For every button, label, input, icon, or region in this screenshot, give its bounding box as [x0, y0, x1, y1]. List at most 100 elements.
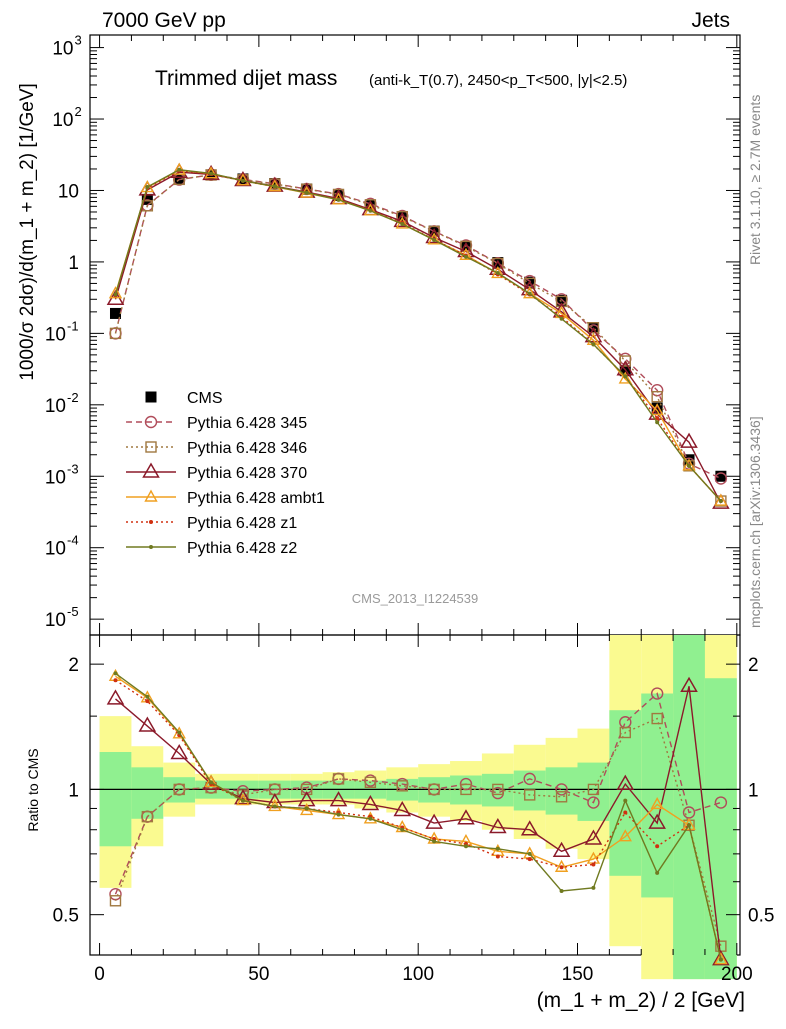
- legend-marker-sambt1: [144, 489, 158, 502]
- cms-point: [651, 402, 663, 414]
- legend-label-cms: CMS: [187, 390, 223, 407]
- ratio-point-pythia-6-428-z2: [304, 806, 309, 811]
- ratio-y-tick-label-right: 2: [748, 655, 759, 676]
- ratio-point-pythia-6-428-370: [648, 813, 666, 829]
- band-inner: [481, 773, 514, 807]
- ratio-point-pythia-6-428-ambt1: [618, 829, 632, 842]
- ratio-point-pythia-6-428-ambt1: [682, 817, 696, 830]
- ratio-point-pythia-6-428-z2: [177, 730, 182, 735]
- ratio-point-pythia-6-428-z1: [495, 854, 500, 859]
- y-tick-exponent: -1: [67, 318, 79, 333]
- ratio-point-pythia-6-428-346: [173, 783, 185, 796]
- ratio-point-pythia-6-428-345: [555, 783, 568, 796]
- ratio-point-pythia-6-428-370: [329, 791, 348, 807]
- ratio-point-pythia-6-428-346: [651, 712, 663, 725]
- ratio-point-pythia-6-428-z1: [655, 844, 660, 849]
- main-point-pythia-6-428-z2: [623, 374, 628, 379]
- ratio-line-pythia-6-428-z2: [115, 672, 722, 960]
- legend: CMS Pythia 6.428 345 Pythia 6.428 346 Pythi…: [126, 390, 325, 557]
- main-point-pythia-6-428-z2: [591, 342, 596, 347]
- main-point-pythia-6-428-z2: [432, 237, 437, 242]
- main-point-pythia-6-428-z2: [559, 316, 564, 321]
- legend-label-s345: Pythia 6.428 345: [187, 415, 307, 432]
- main-point-pythia-6-428-346: [587, 322, 600, 334]
- main-point-pythia-6-428-z2: [304, 190, 309, 195]
- cms-point: [333, 190, 345, 202]
- main-point-pythia-6-428-z2: [400, 221, 405, 226]
- ratio-point-pythia-6-428-346: [396, 780, 408, 792]
- x-tick-label: 100: [402, 964, 434, 985]
- ratio-point-pythia-6-428-z2: [368, 816, 373, 821]
- main-point-pythia-6-428-z2: [495, 270, 500, 275]
- cms-point: [556, 294, 568, 306]
- ratio-point-pythia-6-428-z1: [527, 857, 532, 862]
- ratio-y-tick-label: 2: [68, 655, 79, 676]
- ratio-point-pythia-6-428-z1: [623, 810, 628, 815]
- legend-label-sambt1: Pythia 6.428 ambt1: [187, 490, 325, 507]
- ratio-point-pythia-6-428-370: [170, 743, 189, 760]
- y-tick-exponent: -2: [67, 390, 79, 405]
- y-tick-label: 10: [52, 39, 73, 60]
- band-inner: [641, 693, 674, 898]
- ratio-point-pythia-6-428-z2: [145, 694, 150, 699]
- ratio-point-pythia-6-428-ambt1: [650, 797, 664, 810]
- main-point-pythia-6-428-z2: [145, 184, 150, 189]
- ratio-point-pythia-6-428-z2: [718, 957, 723, 962]
- main-point-pythia-6-428-z2: [463, 254, 468, 259]
- legend-marker-s346: [145, 441, 157, 453]
- energy-label: 7000 GeV pp: [102, 9, 226, 32]
- y-tick-label: 10: [58, 181, 79, 202]
- main-point-pythia-6-428-346: [651, 390, 663, 403]
- legend-label-sz1: Pythia 6.428 z1: [187, 515, 297, 532]
- main-point-pythia-6-428-z2: [113, 292, 118, 297]
- band-inner: [577, 762, 610, 821]
- ratio-point-pythia-6-428-z1: [591, 862, 596, 867]
- ratio-point-pythia-6-428-346: [619, 726, 631, 739]
- ratio-point-pythia-6-428-370: [106, 689, 125, 705]
- ratio-point-pythia-6-428-370: [393, 800, 412, 817]
- main-point-pythia-6-428-ambt1: [682, 458, 696, 471]
- main-point-pythia-6-428-370: [584, 327, 603, 343]
- y-tick-exponent: -5: [67, 604, 79, 619]
- ratio-point-pythia-6-428-370: [552, 841, 571, 858]
- ratio-point-pythia-6-428-z2: [655, 870, 660, 875]
- main-point-pythia-6-428-z2: [655, 420, 660, 425]
- y-tick-label: 10: [45, 467, 66, 488]
- main-point-pythia-6-428-ambt1: [650, 403, 664, 416]
- ratio-point-pythia-6-428-346: [300, 783, 313, 796]
- ratio-y-tick-label: 1: [68, 780, 79, 801]
- main-point-pythia-6-428-z2: [177, 167, 182, 172]
- main-point-pythia-6-428-345: [714, 472, 728, 485]
- ratio-point-pythia-6-428-346: [109, 895, 122, 907]
- y-tick-label: 10: [45, 539, 66, 560]
- ratio-point-pythia-6-428-346: [587, 783, 600, 796]
- ratio-point-pythia-6-428-370: [234, 789, 252, 805]
- ratio-point-pythia-6-428-370: [361, 794, 380, 811]
- main-point-pythia-6-428-z2: [368, 208, 373, 213]
- main-point-pythia-6-428-ambt1: [172, 162, 186, 175]
- y-tick-label: 1: [68, 253, 79, 274]
- ratio-point-pythia-6-428-z2: [591, 885, 596, 890]
- ratio-point-pythia-6-428-345: [523, 772, 536, 786]
- y-tick-label: 10: [45, 610, 66, 631]
- main-point-pythia-6-428-ambt1: [491, 265, 505, 279]
- main-point-pythia-6-428-346: [619, 355, 631, 367]
- legend-label-s370: Pythia 6.428 370: [187, 465, 307, 482]
- main-point-pythia-6-428-ambt1: [714, 493, 728, 506]
- main-point-pythia-6-428-z1: [655, 416, 660, 421]
- y-tick-exponent: 3: [75, 33, 82, 48]
- main-point-pythia-6-428-370: [234, 170, 252, 187]
- main-point-pythia-6-428-z2: [687, 463, 692, 468]
- x-tick-label: 50: [248, 964, 269, 985]
- main-point-pythia-6-428-z2: [336, 197, 341, 202]
- ratio-point-pythia-6-428-370: [489, 817, 507, 834]
- ratio-point-pythia-6-428-370: [616, 774, 635, 790]
- band-inner: [99, 751, 132, 847]
- main-line-pythia-6-428-345: [114, 174, 722, 480]
- plot-subtitle: (anti-k_T(0.7), 2450<p_T<500, |y|<2.5): [369, 72, 627, 89]
- main-point-pythia-6-428-346: [428, 225, 440, 238]
- ratio-point-pythia-6-428-z2: [400, 827, 405, 832]
- band-inner: [545, 767, 578, 815]
- ratio-point-pythia-6-428-346: [555, 791, 568, 803]
- rivet-label: Rivet 3.1.10, ≥ 2.7M events: [747, 95, 763, 265]
